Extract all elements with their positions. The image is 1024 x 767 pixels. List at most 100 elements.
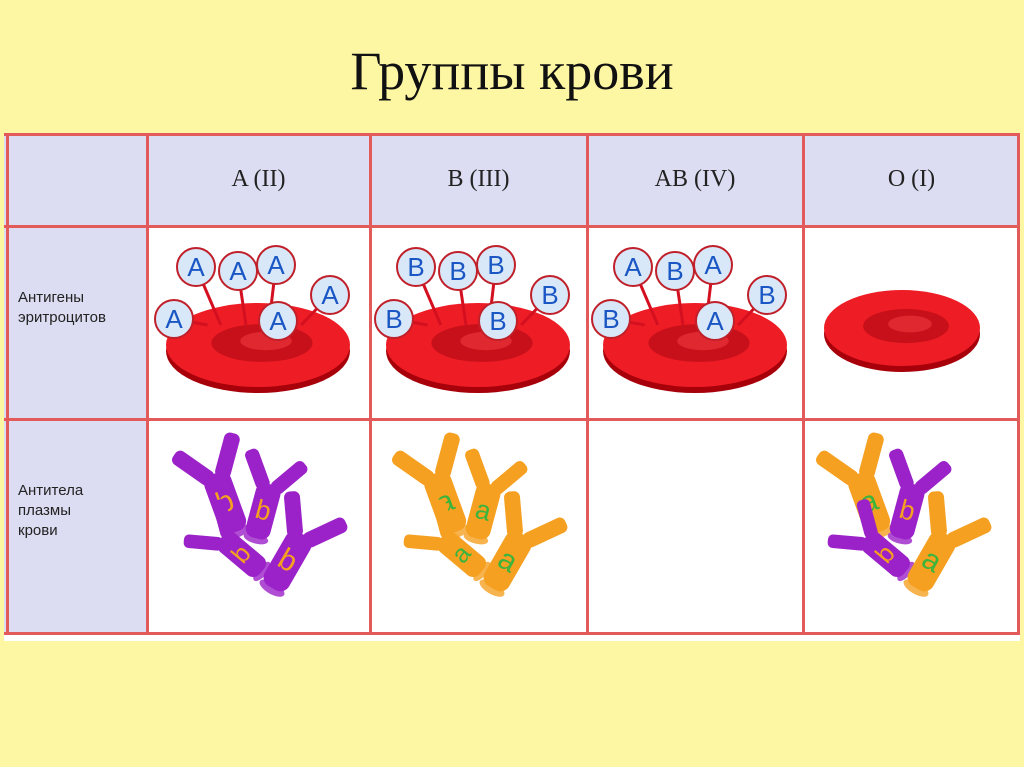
antigen-circle [258, 301, 298, 341]
row-label-antigens: Антигены эритроцитов [18, 288, 106, 328]
antigen: B [478, 301, 518, 341]
antigen-letter: A [267, 250, 285, 280]
antigen-circle [310, 275, 350, 315]
antigen: B [737, 275, 787, 327]
antibody-arm [490, 460, 528, 495]
antibody-stem [861, 531, 911, 578]
antibody-stem [245, 483, 281, 540]
grid-line [586, 133, 589, 635]
antigen-letter: A [704, 250, 722, 280]
antibody-arm [302, 517, 348, 548]
row-label-line: эритроцитов [18, 309, 106, 326]
grid-line [4, 632, 1020, 635]
antigen: B [476, 245, 516, 326]
antibody-arm [403, 534, 443, 551]
illustrations: AAAAAABBBBBBABABBAbbbbaaaaabba [154, 245, 992, 597]
antigen-circle [476, 245, 516, 285]
antigen-letter: A [269, 306, 287, 336]
antigen-circle [256, 245, 296, 285]
antibody-arm [914, 460, 952, 495]
antigen: A [154, 299, 208, 339]
antigen-circle [154, 299, 194, 339]
row-label-line: плазмы [18, 502, 72, 519]
grid-line [6, 133, 9, 635]
antigen-letter: B [407, 252, 424, 282]
antibody-arm [522, 517, 568, 548]
antibody-end [479, 579, 505, 597]
antibody-arm [889, 448, 914, 490]
antigen-letter: A [706, 306, 724, 336]
antibody-arm [504, 491, 523, 538]
cell-highlight [888, 315, 932, 333]
blood-groups-table: A (II) B (III) AB (IV) O (I) Антигены эр… [4, 133, 1020, 641]
antigen: A [300, 275, 350, 327]
antigen-letter: A [624, 252, 642, 282]
antigen-circle [613, 247, 653, 287]
antigen-letter: A [321, 280, 339, 310]
antibody-end [463, 532, 489, 545]
antibody: b [243, 448, 308, 545]
antigen-letter: B [385, 304, 402, 334]
antibody-stem [437, 531, 487, 578]
antibody-end [887, 532, 913, 545]
row-header-antibodies: Антитела плазмы крови [4, 419, 147, 635]
antigen: B [655, 251, 695, 326]
antibody-stem [889, 483, 925, 540]
column-label: AB (IV) [654, 166, 736, 192]
antigen: B [438, 251, 478, 326]
antibody-arm [435, 432, 460, 479]
antibody: a [463, 448, 528, 545]
antibody-arm [215, 432, 240, 479]
antigen-letter: B [602, 304, 619, 334]
antibody-stem [465, 483, 501, 540]
antibody-arm [284, 491, 303, 538]
antigen-letter: B [541, 280, 558, 310]
antibody-arm [270, 460, 308, 495]
antibody-arm [856, 499, 878, 539]
column-label: A (II) [231, 166, 286, 192]
header-group-a: A (II) [147, 133, 370, 226]
antibody-arm [183, 534, 223, 551]
antigen-letter: B [758, 280, 775, 310]
antigen: A [176, 247, 223, 326]
antigen-circle [591, 299, 631, 339]
antigen: B [591, 299, 645, 339]
antigen-circle [176, 247, 216, 287]
antibody-stem [483, 531, 532, 592]
antibody-arm [816, 450, 859, 486]
antigen-circle [530, 275, 570, 315]
antibody-arm [465, 448, 490, 490]
antigen: A [693, 245, 733, 326]
antibody-arm [212, 499, 234, 539]
antibody-end [253, 561, 271, 582]
antigen-letter: A [165, 304, 183, 334]
grid-line [146, 133, 149, 635]
antigen-circle [396, 247, 436, 287]
row-label-line: Антитела [18, 482, 84, 499]
row-label-line: Антигены [18, 289, 85, 306]
antibody-stem [263, 531, 312, 592]
grid-line [4, 225, 1020, 228]
antibody-stem [907, 531, 956, 592]
antigen: B [520, 275, 570, 327]
antigen-circle [374, 299, 414, 339]
antigen-letter: B [666, 256, 683, 286]
antigen: A [258, 301, 298, 341]
antigen-letter: A [229, 256, 247, 286]
antibody-end [473, 561, 491, 582]
antigen: A [695, 301, 735, 341]
grid-line [1017, 133, 1020, 635]
red-blood-cell [824, 290, 980, 372]
antibody: b [827, 499, 915, 582]
row-label-line: крови [18, 522, 58, 539]
antigen-letter: B [487, 250, 504, 280]
antigen-letter: B [489, 306, 506, 336]
antibody-arm [859, 432, 884, 479]
antibody: a [479, 491, 568, 597]
antigen-letter: A [187, 252, 205, 282]
header-group-ab: AB (IV) [587, 133, 803, 226]
antigen-circle [478, 301, 518, 341]
antibody-end [903, 579, 929, 597]
grid-line [4, 133, 1020, 136]
antigen-letter: B [449, 256, 466, 286]
